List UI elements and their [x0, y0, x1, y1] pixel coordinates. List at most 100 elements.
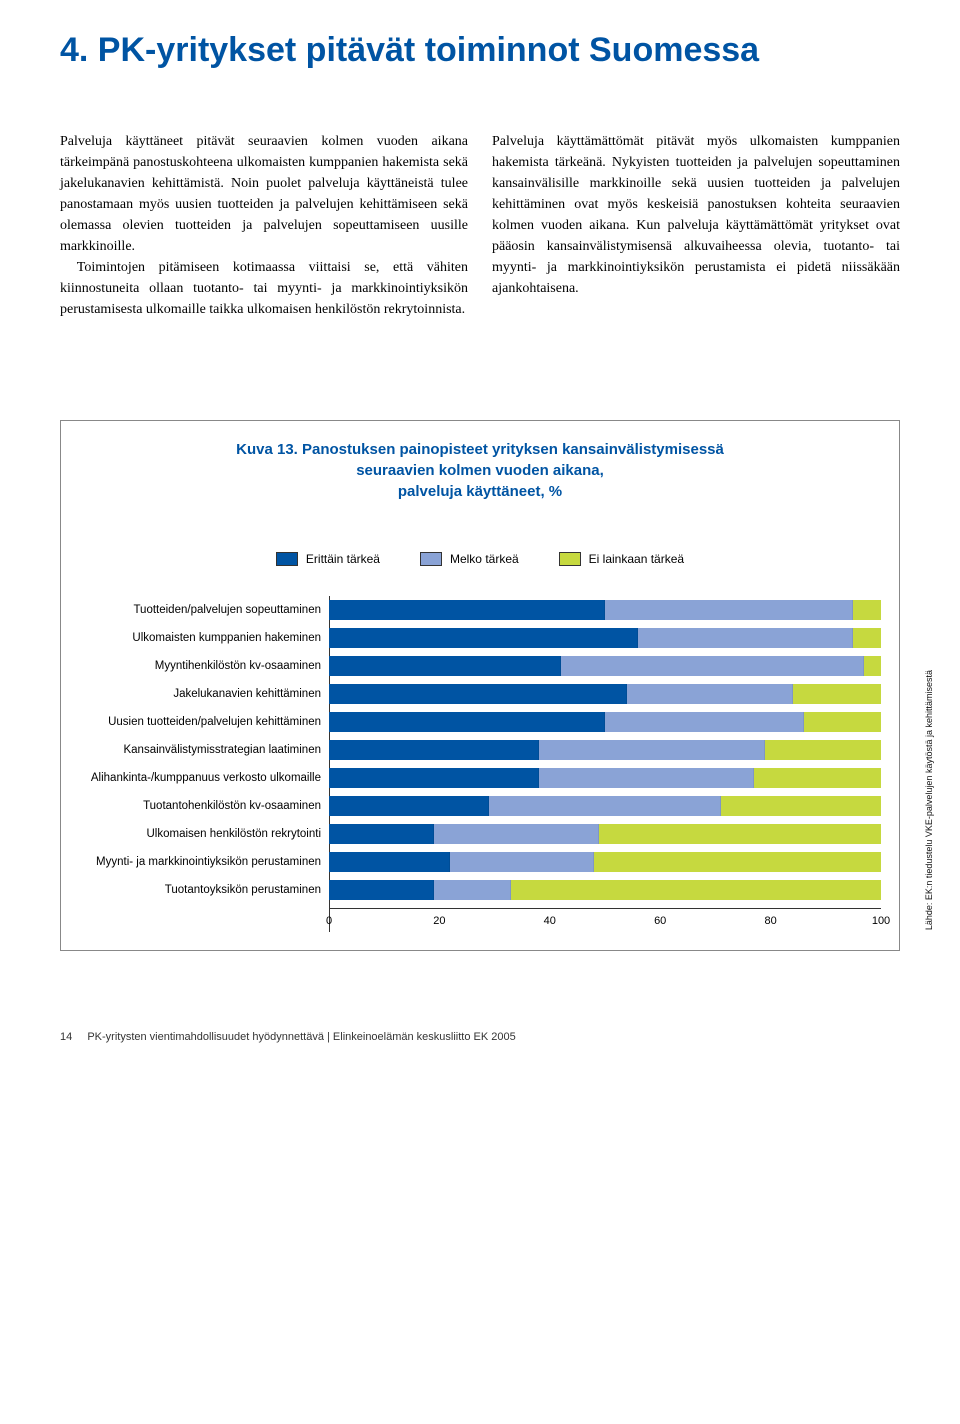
x-axis-tick: 100: [872, 915, 890, 927]
category-label: Myyntihenkilöstön kv-osaaminen: [155, 652, 329, 680]
bar-row: [329, 876, 881, 904]
bar-segment: [599, 824, 881, 844]
bar-segment: [329, 740, 539, 760]
stacked-bar: [329, 796, 881, 816]
legend-swatch: [276, 552, 298, 566]
bar-row: [329, 708, 881, 736]
bar-segment: [594, 852, 881, 872]
bar-segment: [765, 740, 881, 760]
bar-segment: [754, 768, 881, 788]
bar-segment: [853, 600, 881, 620]
bar-segment: [864, 656, 881, 676]
stacked-bar: [329, 628, 881, 648]
bar-row: [329, 680, 881, 708]
category-label: Tuotteiden/palvelujen sopeuttaminen: [133, 596, 329, 624]
body-columns: Palveluja käyttäneet pitävät seuraavien …: [60, 131, 900, 320]
body-paragraph: Toimintojen pitämiseen kotimaassa viitta…: [60, 257, 468, 320]
page-number: 14: [60, 1031, 72, 1043]
category-label: Tuotantoyksikön perustaminen: [165, 876, 329, 904]
bar-segment: [329, 656, 561, 676]
chart-area: Tuotteiden/palvelujen sopeuttaminenUlkom…: [79, 596, 881, 932]
bar-segment: [329, 852, 450, 872]
stacked-bar: [329, 712, 881, 732]
category-label: Ulkomaisen henkilöstön rekrytointi: [147, 820, 330, 848]
bar-segment: [329, 880, 434, 900]
bar-segment: [329, 600, 605, 620]
bar-segment: [329, 796, 489, 816]
category-label: Myynti- ja markkinointiyksikön perustami…: [96, 848, 329, 876]
stacked-bar: [329, 684, 881, 704]
stacked-bar: [329, 852, 881, 872]
stacked-bar: [329, 656, 881, 676]
x-axis-tick: 60: [654, 915, 666, 927]
x-axis: 020406080100: [329, 908, 881, 932]
x-axis-tick: 20: [433, 915, 445, 927]
x-axis-tick: 80: [764, 915, 776, 927]
chart-title-line: seuraavien kolmen vuoden aikana,: [79, 460, 881, 481]
bar-segment: [605, 600, 853, 620]
category-label: Jakelukanavien kehittäminen: [173, 680, 329, 708]
bar-segment: [804, 712, 881, 732]
body-paragraph: Palveluja käyttäneet pitävät seuraavien …: [60, 131, 468, 257]
legend-label: Erittäin tärkeä: [306, 552, 380, 566]
bar-segment: [489, 796, 721, 816]
chart-category-labels: Tuotteiden/palvelujen sopeuttaminenUlkom…: [79, 596, 329, 932]
category-label: Uusien tuotteiden/palvelujen kehittämine…: [108, 708, 329, 736]
bar-row: [329, 596, 881, 624]
chart-source: Lähde: EK:n tiedustelu VKE-palvelujen kä…: [924, 670, 935, 930]
chart-container: Kuva 13. Panostuksen painopisteet yrityk…: [60, 420, 900, 951]
bar-segment: [329, 712, 605, 732]
bar-segment: [539, 768, 754, 788]
bar-segment: [434, 880, 511, 900]
body-column-right: Palveluja käyttämättömät pitävät myös ul…: [492, 131, 900, 320]
bar-row: [329, 624, 881, 652]
legend-label: Ei lainkaan tärkeä: [589, 552, 684, 566]
bar-segment: [721, 796, 881, 816]
legend-swatch: [420, 552, 442, 566]
chart-title-line: Kuva 13. Panostuksen painopisteet yrityk…: [79, 439, 881, 460]
stacked-bar: [329, 740, 881, 760]
chart-legend: Erittäin tärkeä Melko tärkeä Ei lainkaan t…: [79, 552, 881, 566]
bar-segment: [539, 740, 765, 760]
bar-segment: [605, 712, 804, 732]
bar-row: [329, 848, 881, 876]
chart-plot: 020406080100: [329, 596, 881, 932]
bar-segment: [638, 628, 853, 648]
category-label: Tuotantohenkilöstön kv-osaaminen: [143, 792, 329, 820]
bar-segment: [329, 628, 638, 648]
stacked-bar: [329, 768, 881, 788]
stacked-bar: [329, 824, 881, 844]
bar-row: [329, 736, 881, 764]
bar-segment: [853, 628, 881, 648]
page-footer: 14 PK-yritysten vientimahdollisuudet hyö…: [60, 1031, 900, 1043]
bar-segment: [627, 684, 793, 704]
bar-row: [329, 764, 881, 792]
body-paragraph: Palveluja käyttämättömät pitävät myös ul…: [492, 131, 900, 299]
x-axis-tick: 0: [326, 915, 332, 927]
legend-item: Ei lainkaan tärkeä: [559, 552, 684, 566]
category-label: Kansainvälistymisstrategian laatiminen: [123, 736, 329, 764]
bar-segment: [793, 684, 881, 704]
bar-row: [329, 820, 881, 848]
stacked-bar: [329, 600, 881, 620]
bar-segment: [329, 684, 627, 704]
chart-title: Kuva 13. Panostuksen painopisteet yrityk…: [79, 439, 881, 502]
footer-text: PK-yritysten vientimahdollisuudet hyödyn…: [87, 1031, 515, 1043]
bar-row: [329, 792, 881, 820]
bar-segment: [329, 768, 539, 788]
chart-title-line: palveluja käyttäneet, %: [79, 481, 881, 502]
legend-item: Erittäin tärkeä: [276, 552, 380, 566]
bar-segment: [511, 880, 881, 900]
bar-segment: [434, 824, 600, 844]
bar-segment: [329, 824, 434, 844]
x-axis-tick: 40: [544, 915, 556, 927]
category-label: Ulkomaisten kumppanien hakeminen: [132, 624, 329, 652]
section-heading: 4. PK-yritykset pitävät toiminnot Suomes…: [60, 30, 900, 71]
category-label: Alihankinta-/kumppanuus verkosto ulkomai…: [91, 764, 329, 792]
bar-segment: [450, 852, 594, 872]
body-column-left: Palveluja käyttäneet pitävät seuraavien …: [60, 131, 468, 320]
legend-swatch: [559, 552, 581, 566]
bar-row: [329, 652, 881, 680]
legend-label: Melko tärkeä: [450, 552, 519, 566]
legend-item: Melko tärkeä: [420, 552, 519, 566]
